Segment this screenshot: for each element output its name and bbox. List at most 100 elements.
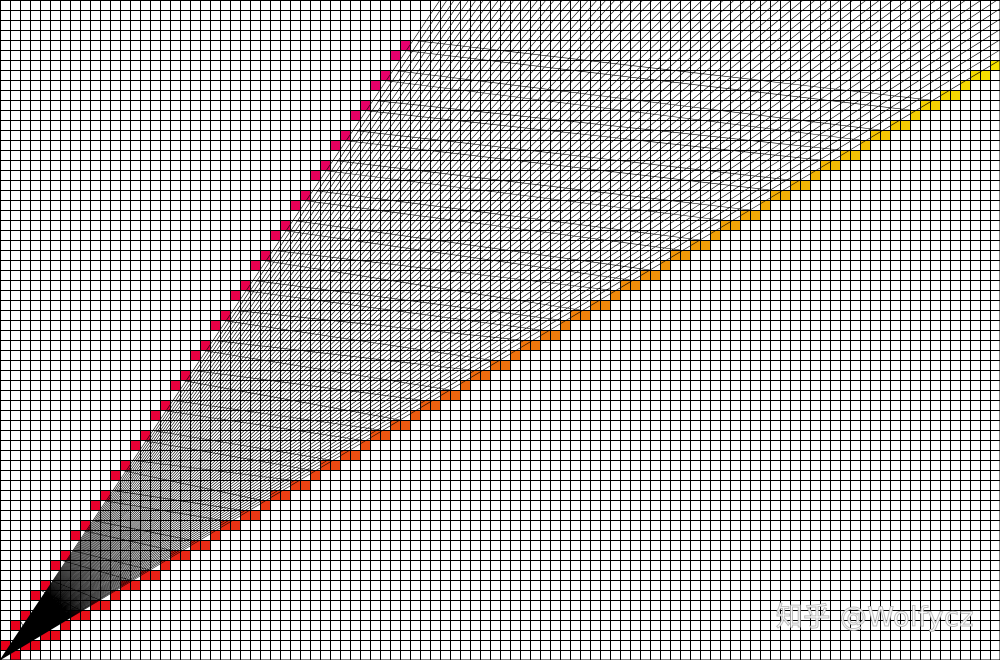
lower-boundary-cell	[410, 410, 421, 421]
lower-boundary-cell	[200, 540, 211, 551]
lower-boundary-cell	[260, 500, 271, 511]
upper-boundary-cell	[50, 560, 61, 571]
lower-boundary-cell	[600, 300, 611, 311]
lower-boundary-cell	[690, 240, 701, 251]
upper-boundary-cell	[230, 290, 241, 301]
lower-boundary-cell	[840, 150, 851, 161]
lower-boundary-cell	[620, 280, 631, 291]
lower-boundary-cell	[420, 400, 431, 411]
upper-boundary-cell	[190, 350, 201, 361]
lower-boundary-cell	[720, 220, 731, 231]
lower-boundary-cell	[730, 220, 741, 231]
lower-boundary-cell	[700, 240, 711, 251]
lower-boundary-cell	[390, 420, 401, 431]
lower-boundary-cell	[150, 570, 161, 581]
upper-boundary-cell	[10, 620, 21, 631]
lower-boundary-cell	[560, 320, 571, 331]
lower-boundary-cell	[120, 580, 131, 591]
lower-boundary-cell	[310, 470, 321, 481]
lower-boundary-cell	[820, 160, 831, 171]
lower-boundary-cell	[170, 550, 181, 561]
upper-boundary-cell	[170, 380, 181, 391]
lower-boundary-cell	[190, 540, 201, 551]
lower-boundary-cell	[950, 90, 961, 101]
lower-boundary-cell	[340, 450, 351, 461]
lower-boundary-cell	[180, 550, 191, 561]
upper-boundary-cell	[80, 520, 91, 531]
lower-boundary-cell	[890, 120, 901, 131]
lower-boundary-cell	[580, 310, 591, 321]
lower-boundary-cell	[970, 70, 981, 81]
lower-boundary-cell	[90, 600, 101, 611]
lower-boundary-cell	[900, 120, 911, 131]
lower-boundary-cell	[710, 230, 721, 241]
lower-boundary-cell	[30, 640, 41, 651]
lower-boundary-cell	[440, 390, 451, 401]
lower-boundary-cell	[610, 290, 621, 301]
upper-boundary-cell	[270, 230, 281, 241]
lower-boundary-cell	[450, 390, 461, 401]
lower-boundary-cell	[830, 160, 841, 171]
lower-boundary-cell	[540, 330, 551, 341]
lower-boundary-cell	[500, 360, 511, 371]
lower-boundary-cell	[990, 60, 1000, 71]
upper-boundary-cell	[300, 190, 311, 201]
lower-boundary-cell	[550, 330, 561, 341]
lower-boundary-cell	[910, 110, 921, 121]
lower-boundary-cell	[760, 200, 771, 211]
lower-boundary-cell	[240, 510, 251, 521]
lower-boundary-cell	[810, 170, 821, 181]
lower-boundary-cell	[920, 100, 931, 111]
lower-boundary-cell	[230, 520, 241, 531]
lower-boundary-cell	[770, 190, 781, 201]
upper-boundary-cell	[100, 490, 111, 501]
lower-boundary-cell	[320, 460, 331, 471]
upper-boundary-cell	[260, 250, 271, 261]
lower-boundary-cell	[740, 210, 751, 221]
lower-boundary-cell	[650, 270, 661, 281]
lower-boundary-cell	[160, 560, 171, 571]
upper-boundary-cell	[400, 40, 411, 51]
lower-boundary-cell	[750, 210, 761, 221]
upper-boundary-cell	[180, 370, 191, 381]
lower-boundary-cell	[430, 400, 441, 411]
lower-boundary-cell	[220, 520, 231, 531]
lower-boundary-cell	[380, 430, 391, 441]
upper-boundary-cell	[340, 130, 351, 141]
lower-boundary-cell	[10, 650, 21, 660]
lower-boundary-cell	[210, 530, 221, 541]
lower-boundary-cell	[130, 580, 141, 591]
lower-boundary-cell	[940, 90, 951, 101]
lower-boundary-cell	[250, 510, 261, 521]
upper-boundary-cell	[140, 430, 151, 441]
lower-boundary-cell	[400, 420, 411, 431]
upper-boundary-cell	[350, 110, 361, 121]
upper-boundary-cell	[330, 140, 341, 151]
lower-boundary-cell	[350, 450, 361, 461]
lower-boundary-cell	[360, 440, 371, 451]
upper-boundary-cell	[390, 50, 401, 61]
lower-boundary-cell	[780, 190, 791, 201]
lower-boundary-cell	[370, 430, 381, 441]
lower-boundary-cell	[100, 600, 111, 611]
lower-boundary-cell	[930, 100, 941, 111]
lower-boundary-cell	[480, 370, 491, 381]
lower-boundary-cell	[680, 250, 691, 261]
upper-boundary-cell	[210, 320, 221, 331]
lower-boundary-cell	[520, 340, 531, 351]
upper-boundary-cell	[0, 640, 11, 651]
lower-boundary-cell	[960, 80, 971, 91]
upper-boundary-cell	[40, 580, 51, 591]
lower-boundary-cell	[850, 150, 861, 161]
lower-boundary-cell	[790, 180, 801, 191]
lower-boundary-cell	[870, 130, 881, 141]
upper-boundary-cell	[250, 260, 261, 271]
lower-boundary-cell	[800, 180, 811, 191]
lower-boundary-cell	[290, 480, 301, 491]
lower-boundary-cell	[630, 280, 641, 291]
watermark-text: 知乎 @Wolfycz	[775, 602, 974, 634]
upper-boundary-cell	[360, 100, 371, 111]
